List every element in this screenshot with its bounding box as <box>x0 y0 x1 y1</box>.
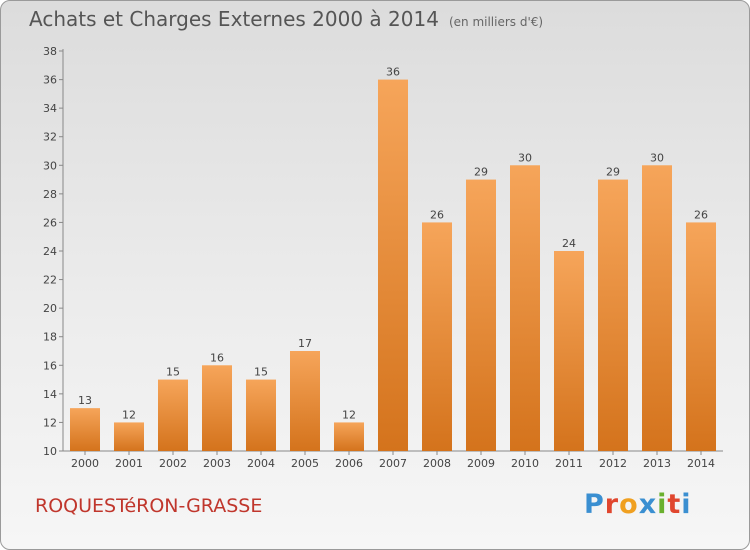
bar-2008 <box>422 222 452 451</box>
x-tick-label: 2010 <box>511 457 539 470</box>
bar-value-label: 36 <box>386 66 400 79</box>
y-tick-label: 20 <box>43 302 57 315</box>
x-tick-label: 2005 <box>291 457 319 470</box>
logo-letter: x <box>638 489 658 520</box>
bar-value-label: 13 <box>78 394 92 407</box>
bar-2010 <box>510 165 540 452</box>
x-tick-label: 2000 <box>71 457 99 470</box>
bar-2014 <box>686 222 716 451</box>
bar-chart: 10 12 14 16 18 20 22 24 26 28 30 32 34 36 38 13 2000 12 2… <box>43 45 723 470</box>
bar-value-label: 17 <box>298 337 312 350</box>
bar-value-label: 30 <box>650 151 664 164</box>
bar-value-label: 26 <box>694 208 708 221</box>
bar-value-label: 30 <box>518 151 532 164</box>
bar-value-label: 24 <box>562 237 576 250</box>
logo-letter: t <box>667 489 682 520</box>
bar-2012 <box>598 179 628 452</box>
y-tick-label: 34 <box>43 102 57 115</box>
y-tick-label: 36 <box>43 74 57 87</box>
bar-value-label: 16 <box>210 351 224 364</box>
bar-2002 <box>158 379 188 451</box>
y-tick-label: 38 <box>43 45 57 58</box>
x-tick-label: 2013 <box>643 457 671 470</box>
bar-2005 <box>290 351 320 451</box>
y-tick-label: 16 <box>43 359 57 372</box>
bar-value-label: 12 <box>342 408 356 421</box>
logo-letter: r <box>604 489 620 520</box>
x-tick-label: 2004 <box>247 457 275 470</box>
logo-letter: i <box>657 489 668 520</box>
location-name: ROQUESTéRON-GRASSE <box>35 495 263 517</box>
x-tick-label: 2003 <box>203 457 231 470</box>
x-tick-label: 2009 <box>467 457 495 470</box>
x-tick-label: 2014 <box>687 457 715 470</box>
x-tick-label: 2001 <box>115 457 143 470</box>
bar-value-label: 29 <box>474 166 488 179</box>
bar-2000 <box>70 408 100 451</box>
bar-2007 <box>378 79 408 452</box>
x-tick-label: 2012 <box>599 457 627 470</box>
logo-letter: i <box>681 489 692 520</box>
y-tick-label: 18 <box>43 331 57 344</box>
y-tick-label: 12 <box>43 416 57 429</box>
x-tick-label: 2011 <box>555 457 583 470</box>
y-tick-label: 24 <box>43 245 57 258</box>
chart-subtitle: (en milliers d'€) <box>448 15 544 29</box>
bar-value-label: 26 <box>430 208 444 221</box>
proxiti-logo: Proxiti <box>584 489 692 520</box>
y-tick-label: 28 <box>43 188 57 201</box>
bar-value-label: 15 <box>166 366 180 379</box>
bar-2011 <box>554 251 584 451</box>
bar-value-label: 15 <box>254 366 268 379</box>
bar-2003 <box>202 365 232 451</box>
x-tick-label: 2006 <box>335 457 363 470</box>
y-tick-label: 14 <box>43 388 57 401</box>
y-tick-label: 26 <box>43 216 57 229</box>
bar-value-label: 12 <box>122 408 136 421</box>
bar-2009 <box>466 179 496 452</box>
chart-title-text: Achats et Charges Externes 2000 à 2014 <box>29 7 439 31</box>
x-tick-label: 2007 <box>379 457 407 470</box>
y-tick-label: 30 <box>43 159 57 172</box>
y-tick-label: 10 <box>43 445 57 458</box>
bar-2006 <box>334 422 364 451</box>
x-tick-label: 2008 <box>423 457 451 470</box>
y-tick-label: 32 <box>43 131 57 144</box>
x-tick-label: 2002 <box>159 457 187 470</box>
chart-title: Achats et Charges Externes 2000 à 2014 (e… <box>29 7 543 31</box>
logo-letter: o <box>619 489 639 520</box>
logo-letter: P <box>584 489 605 520</box>
bar-2001 <box>114 422 144 451</box>
y-tick-label: 22 <box>43 274 57 287</box>
bar-value-label: 29 <box>606 166 620 179</box>
bar-2013 <box>642 165 672 452</box>
bar-2004 <box>246 379 276 451</box>
